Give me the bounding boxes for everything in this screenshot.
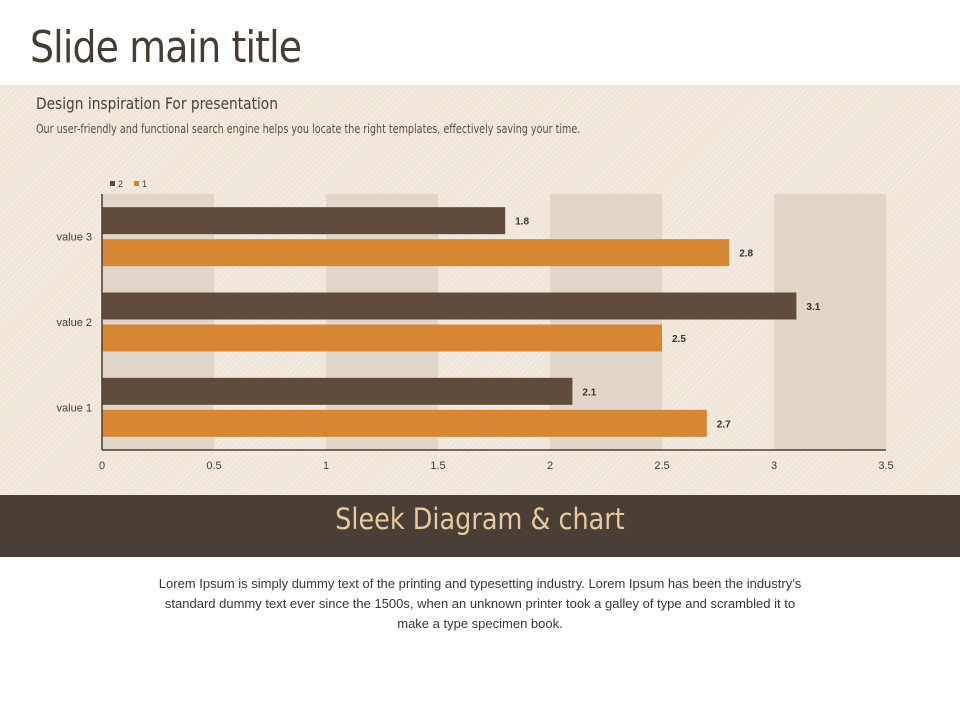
bar <box>102 207 506 235</box>
legend-swatch <box>110 181 115 186</box>
category-label: value 1 <box>57 402 92 414</box>
bar <box>102 409 707 437</box>
data-label: 2.5 <box>672 334 686 345</box>
x-tick-label: 0.5 <box>206 460 221 472</box>
footer-title: Sleek Diagram & chart <box>335 502 625 536</box>
x-tick-label: 2.5 <box>654 460 669 472</box>
x-tick-label: 2 <box>547 460 553 472</box>
legend-swatch <box>134 181 139 186</box>
x-tick-label: 3.5 <box>878 460 893 472</box>
x-tick-label: 0 <box>99 460 105 472</box>
category-label: value 2 <box>57 317 92 329</box>
category-label: value 3 <box>57 232 92 244</box>
slide-description: Our user-friendly and functional search … <box>36 122 581 136</box>
legend-label: 1 <box>142 179 147 189</box>
data-label: 2.7 <box>717 419 731 430</box>
bar <box>102 239 730 267</box>
data-label: 3.1 <box>806 302 820 313</box>
footer-bar <box>0 495 960 557</box>
slide-subtitle: Design inspiration For presentation <box>36 94 278 113</box>
bar <box>102 377 573 405</box>
slide-title: Slide main title <box>30 22 302 73</box>
bar <box>102 324 662 352</box>
bar-chart: 2.1 2.7 value 1 3.1 2.5 value 2 1.8 2.8 value 3 0… <box>57 179 894 472</box>
body-text: Lorem Ipsum is simply dummy text of the … <box>158 576 802 631</box>
x-tick-label: 1 <box>323 460 329 472</box>
grid-band <box>550 194 662 450</box>
data-label: 2.8 <box>739 249 753 260</box>
legend-label: 2 <box>118 179 123 189</box>
grid-band <box>774 194 886 450</box>
grid-band <box>326 194 438 450</box>
bar <box>102 292 797 320</box>
x-tick-label: 3 <box>771 460 777 472</box>
data-label: 2.1 <box>582 387 596 398</box>
x-tick-label: 1.5 <box>430 460 445 472</box>
data-label: 1.8 <box>515 217 529 228</box>
grid-band <box>102 194 214 450</box>
